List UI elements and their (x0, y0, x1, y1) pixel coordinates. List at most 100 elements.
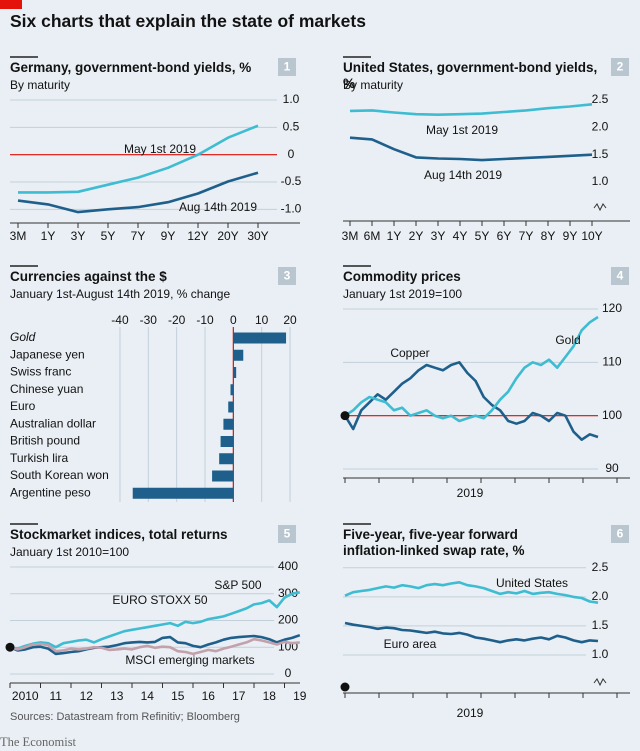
x-tick-label: 5Y (101, 229, 116, 243)
bar (219, 453, 234, 465)
y-tick-label: 1.0 (592, 174, 609, 188)
x-tick-label: 6Y (497, 229, 512, 243)
series-label: Gold (555, 333, 580, 347)
x-tick-label: 16 (202, 689, 216, 703)
x-tick-label: 2Y (409, 229, 424, 243)
y-tick-label: 2.5 (592, 92, 609, 106)
panel-subtitle: By maturity (10, 78, 71, 92)
series-label: May 1st 2019 (426, 123, 498, 137)
x-tick-label: 4Y (453, 229, 468, 243)
badge-number: 5 (284, 527, 291, 541)
series-label: EURO STOXX 50 (112, 593, 207, 607)
series-line (17, 171, 259, 214)
x-tick-label: -20 (168, 313, 186, 327)
series-label: Copper (390, 346, 429, 360)
x-tick-label: 8Y (541, 229, 556, 243)
y-tick-label: 90 (605, 461, 619, 475)
x-tick-label: 2010 (12, 689, 39, 703)
category-label: South Korean won (10, 468, 109, 482)
badge (611, 525, 629, 543)
series-label: May 1st 2019 (124, 142, 196, 156)
series-line (9, 591, 301, 650)
x-tick-label: 9Y (563, 229, 578, 243)
series-label: S&P 500 (214, 578, 261, 592)
y-tick-label: 110 (602, 355, 621, 369)
y-tick-label: 100 (602, 408, 622, 422)
y-tick-label: 2.0 (592, 589, 609, 603)
source: Sources: Datastream from Refinitiv; Bloo… (10, 711, 240, 723)
panel-title: Currencies against the $ (10, 269, 167, 284)
x-tick-label: 1Y (41, 229, 56, 243)
category-label: Gold (10, 330, 36, 344)
y-tick-label: -0.5 (281, 174, 302, 188)
category-label: Chinese yuan (10, 382, 83, 396)
category-label: Argentine peso (10, 485, 91, 499)
series-label: Aug 14th 2019 (179, 200, 257, 214)
series-line (344, 581, 599, 604)
x-tick-label: -10 (196, 313, 214, 327)
x-tick-label: 20Y (217, 229, 238, 243)
x-tick-label: 13 (110, 689, 124, 703)
x-tick-label: 1Y (387, 229, 402, 243)
series-label: Euro area (384, 637, 437, 651)
panel-title: Germany, government-bond yields, % (10, 60, 252, 75)
x-tick-label: -40 (111, 313, 129, 327)
x-tick-label: 11 (50, 689, 63, 703)
category-label: Swiss franc (10, 365, 71, 379)
y-tick-label: 1.0 (283, 92, 300, 106)
bar (230, 384, 234, 396)
y-tick-label: 120 (602, 301, 622, 315)
series-line (344, 621, 599, 644)
x-tick-label: 12Y (187, 229, 208, 243)
x-tick-label: 14 (141, 689, 155, 703)
series-line (9, 633, 301, 656)
category-label: Turkish lira (10, 451, 69, 465)
x-tick-label: 19 (293, 689, 307, 703)
bar (132, 487, 234, 499)
x-tick-label: 6M (364, 229, 381, 243)
series-line (344, 315, 599, 423)
category-label: Japanese yen (10, 347, 85, 361)
x-axis-label: 2019 (457, 706, 484, 720)
x-tick-label: 30Y (247, 229, 268, 243)
y-tick-label: 1.0 (592, 647, 609, 661)
panel-title: Stockmarket indices, total returns (10, 527, 228, 542)
x-tick-label: 10 (255, 313, 269, 327)
x-tick-label: 20 (283, 313, 297, 327)
category-label: Australian dollar (10, 416, 96, 430)
bar (233, 349, 244, 361)
badge (278, 58, 296, 76)
axis-break (593, 203, 607, 212)
x-tick-label: 15 (171, 689, 185, 703)
bar (233, 332, 287, 344)
badge (278, 525, 296, 543)
x-tick-label: 18 (263, 689, 277, 703)
badge-number: 1 (284, 60, 291, 74)
axis-break (593, 678, 607, 687)
y-tick-label: 0 (288, 147, 295, 161)
y-tick-label: 400 (278, 559, 298, 573)
badge-number: 3 (284, 269, 291, 283)
x-tick-label: 10Y (581, 229, 602, 243)
badge (611, 267, 629, 285)
panel-subtitle: By maturity (343, 78, 404, 92)
brand: The Economist (0, 735, 77, 749)
red-tag (0, 0, 22, 9)
panel-title: Five-year, five-year forward inflation-l… (343, 527, 525, 558)
series-label: MSCI emerging markets (125, 653, 254, 667)
y-tick-label: 200 (278, 613, 298, 627)
start-dot (340, 682, 350, 692)
y-tick-label: -1.0 (281, 202, 302, 216)
series-label: United States (496, 576, 568, 590)
series-line (349, 103, 593, 116)
category-label: Euro (10, 399, 36, 413)
bar (212, 470, 234, 482)
series-line (9, 637, 300, 656)
y-tick-label: 300 (278, 586, 298, 600)
x-tick-label: 17 (232, 689, 246, 703)
series-line (343, 361, 599, 441)
bar (233, 367, 237, 378)
badge (278, 267, 296, 285)
series-line (18, 124, 259, 194)
